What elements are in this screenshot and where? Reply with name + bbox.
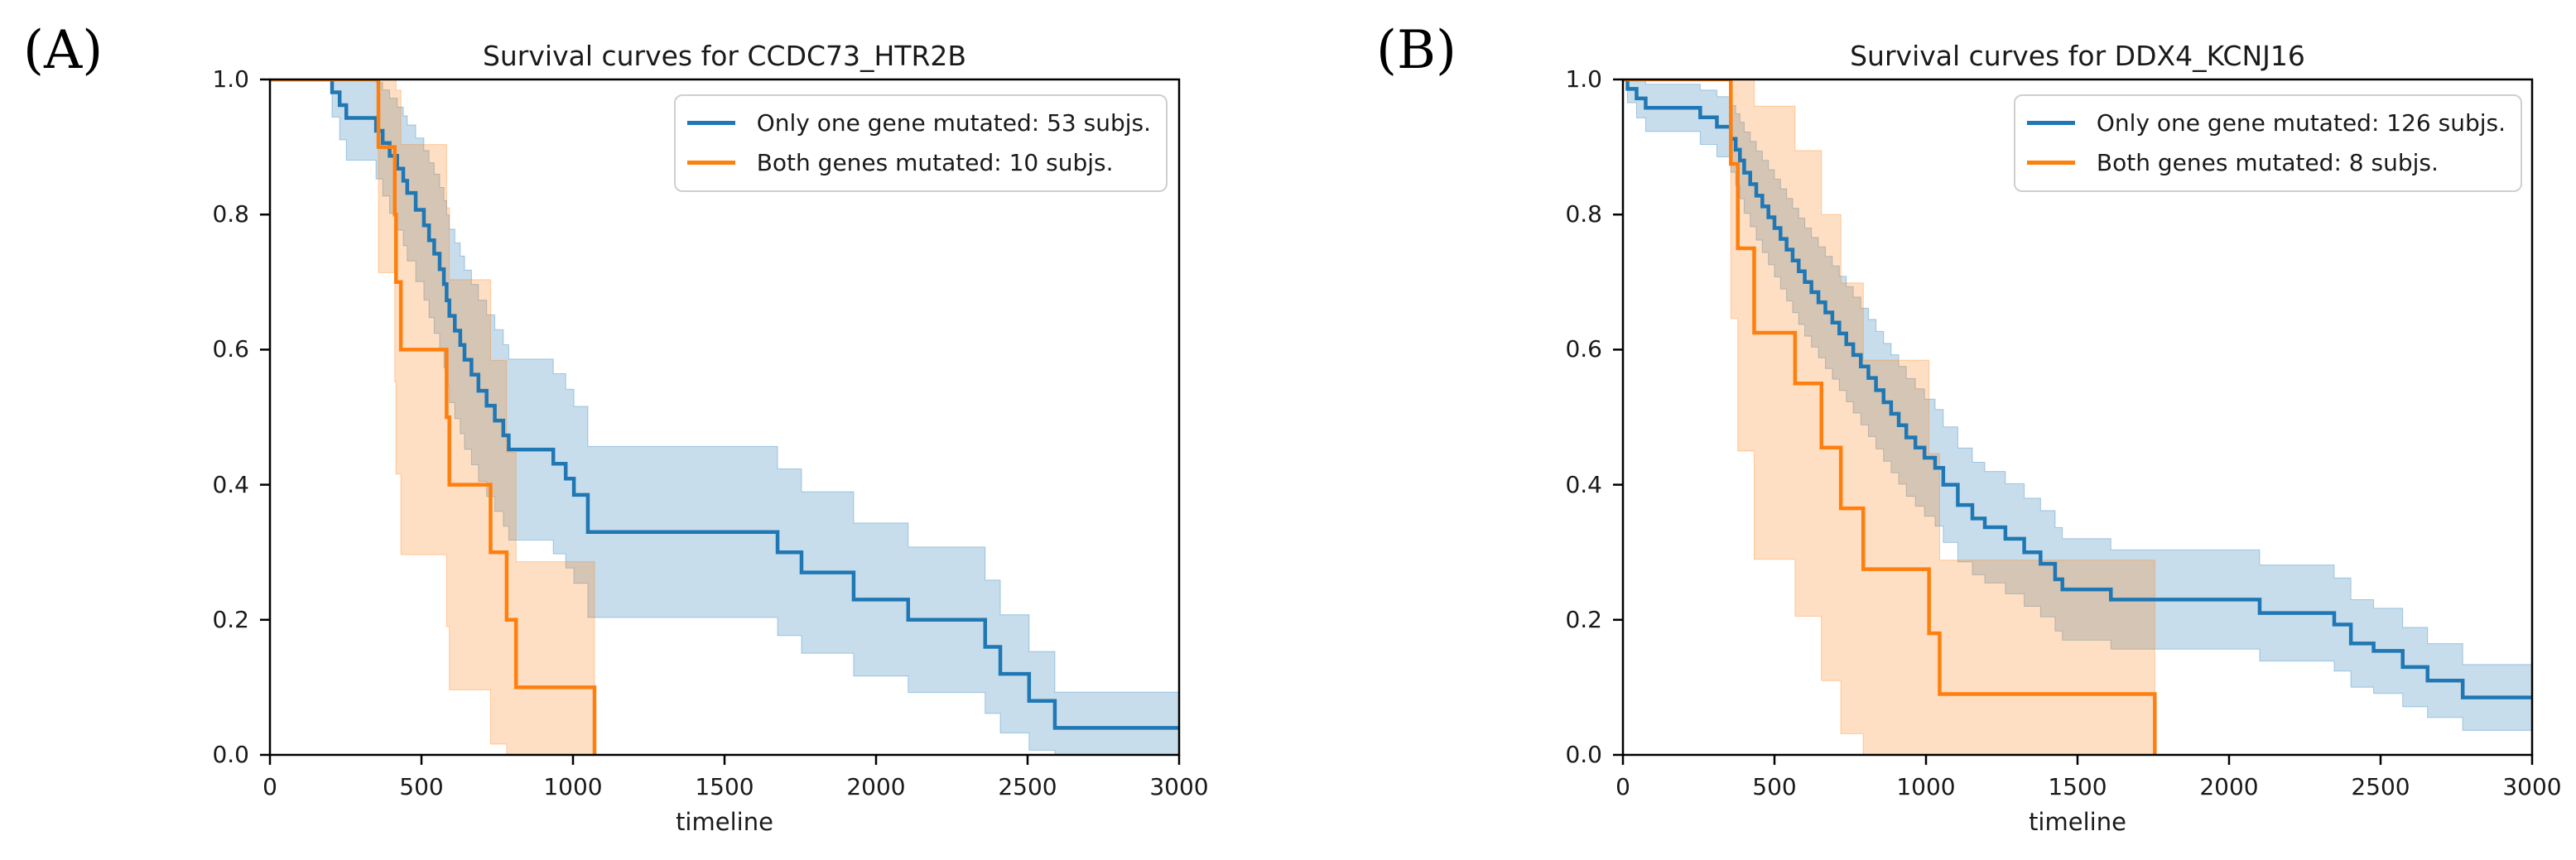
y-tick-label: 0.8 bbox=[212, 200, 249, 228]
legend-item: Only one gene mutated: 53 subjs. bbox=[686, 106, 1151, 139]
x-tick-label: 2000 bbox=[846, 773, 906, 800]
y-tick-label: 0.6 bbox=[1565, 335, 1602, 363]
y-tick-label: 0.2 bbox=[1565, 605, 1602, 633]
x-axis-label-panel-b: timeline bbox=[2029, 808, 2126, 836]
legend-line-swatch bbox=[2026, 160, 2075, 165]
legend-panel-b: Only one gene mutated: 126 subjs. Both ge… bbox=[2013, 94, 2522, 192]
chart-title-panel-b: Survival curves for DDX4_KCNJ16 bbox=[1850, 40, 2305, 72]
legend-line-swatch bbox=[2026, 120, 2075, 125]
panel-label-a: (A) bbox=[23, 20, 104, 81]
x-tick-label: 1000 bbox=[1896, 773, 1956, 800]
survival-step-curve bbox=[270, 79, 597, 755]
legend-line-swatch bbox=[686, 160, 735, 165]
x-tick-label: 2500 bbox=[998, 773, 1057, 800]
y-tick-label: 0.0 bbox=[1565, 741, 1602, 768]
x-tick-label: 2500 bbox=[2351, 773, 2410, 800]
survival-step-curve bbox=[1623, 79, 2157, 755]
x-tick-label: 0 bbox=[262, 773, 277, 800]
legend-item: Only one gene mutated: 126 subjs. bbox=[2026, 106, 2506, 139]
legend-label: Only one gene mutated: 126 subjs. bbox=[2096, 108, 2506, 137]
confidence-band bbox=[1623, 79, 2532, 731]
confidence-band bbox=[270, 79, 1179, 755]
y-tick-label: 0.6 bbox=[212, 335, 249, 363]
y-tick-label: 0.8 bbox=[1565, 200, 1602, 228]
legend-label: Both genes mutated: 8 subjs. bbox=[2096, 148, 2439, 176]
x-tick-label: 3000 bbox=[1149, 773, 1209, 800]
legend-label: Both genes mutated: 10 subjs. bbox=[756, 148, 1114, 176]
legend-item: Both genes mutated: 10 subjs. bbox=[686, 146, 1151, 179]
y-tick-label: 0.0 bbox=[212, 741, 249, 768]
legend-item: Both genes mutated: 8 subjs. bbox=[2026, 146, 2506, 179]
x-tick-label: 500 bbox=[1752, 773, 1797, 800]
x-tick-label: 1000 bbox=[543, 773, 603, 800]
legend-line-swatch bbox=[686, 120, 735, 125]
x-tick-label: 1500 bbox=[695, 773, 754, 800]
y-tick-label: 0.4 bbox=[1565, 470, 1602, 498]
plot-area-panel-b bbox=[1623, 79, 2532, 755]
legend-panel-a: Only one gene mutated: 53 subjs. Both gen… bbox=[673, 94, 1168, 192]
x-tick-label: 2000 bbox=[2199, 773, 2259, 800]
survival-step-curve bbox=[1623, 79, 2532, 699]
x-tick-label: 0 bbox=[1615, 773, 1630, 800]
x-tick-label: 3000 bbox=[2502, 773, 2562, 800]
y-tick-label: 0.4 bbox=[212, 470, 249, 498]
x-axis-label-panel-a: timeline bbox=[676, 808, 773, 836]
confidence-band bbox=[270, 79, 595, 755]
y-tick-label: 1.0 bbox=[212, 65, 249, 93]
x-tick-label: 500 bbox=[399, 773, 444, 800]
plot-area-panel-a bbox=[270, 79, 1179, 755]
y-tick-label: 0.2 bbox=[212, 605, 249, 633]
y-tick-label: 1.0 bbox=[1565, 65, 1602, 93]
panel-label-b: (B) bbox=[1376, 20, 1457, 81]
x-tick-label: 1500 bbox=[2048, 773, 2107, 800]
chart-title-panel-a: Survival curves for CCDC73_HTR2B bbox=[482, 40, 967, 72]
legend-label: Only one gene mutated: 53 subjs. bbox=[756, 108, 1151, 137]
